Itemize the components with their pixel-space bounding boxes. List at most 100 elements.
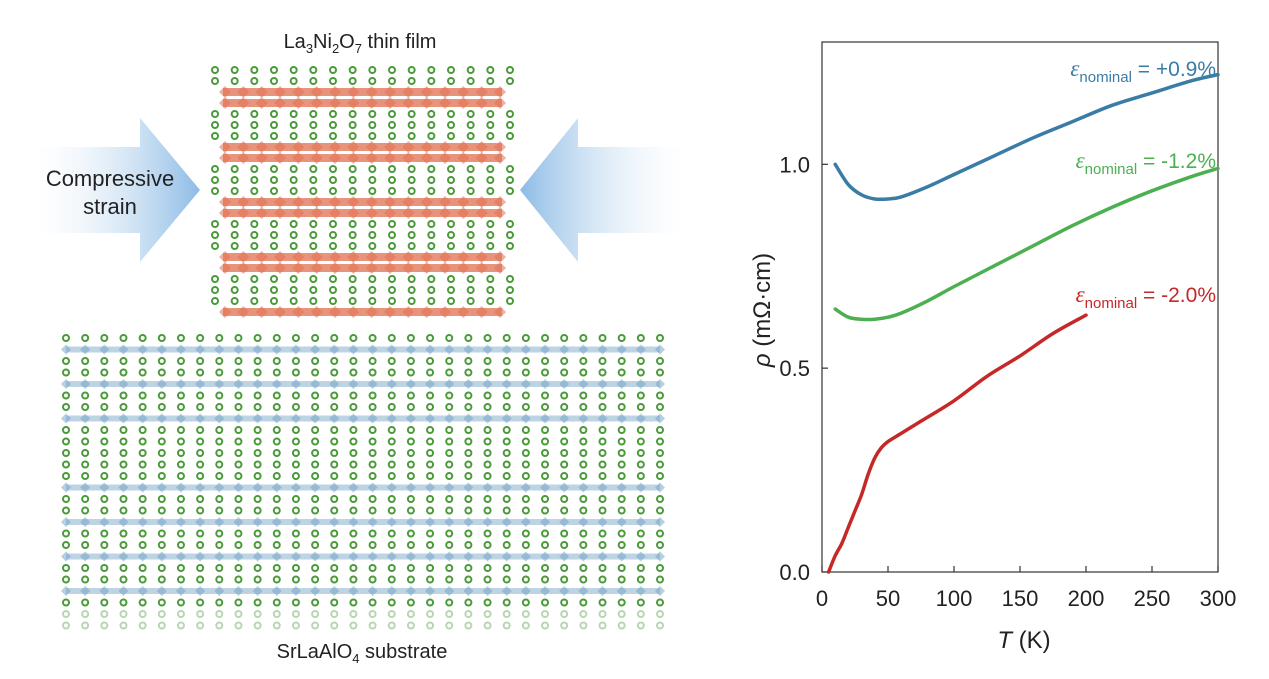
substrate-atom	[311, 598, 320, 607]
film-atom	[506, 275, 514, 283]
series-label: εnominal = +0.9%	[1070, 56, 1216, 86]
substrate-atom	[598, 621, 607, 630]
film-atom	[427, 286, 436, 294]
substrate-atom	[560, 368, 569, 377]
substrate-atom	[81, 495, 90, 503]
substrate-atom	[291, 564, 300, 572]
substrate-atom	[119, 598, 128, 607]
film-atom	[427, 231, 436, 239]
substrate-atom	[100, 357, 109, 365]
substrate-octahedron	[290, 413, 301, 424]
substrate-octahedron	[463, 379, 474, 389]
film-atom	[329, 121, 337, 129]
substrate-atom	[157, 575, 166, 584]
substrate-atom	[483, 541, 492, 549]
film-atom	[329, 275, 337, 283]
substrate-atom	[445, 391, 454, 400]
substrate-octahedron	[597, 517, 608, 527]
substrate-octahedron	[540, 413, 551, 424]
substrate-atom	[234, 437, 243, 446]
substrate-octahedron	[195, 586, 206, 596]
substrate-atom	[215, 391, 224, 400]
film-octahedron	[457, 86, 470, 98]
substrate-atom	[406, 529, 415, 538]
film-octahedron	[384, 251, 396, 263]
substrate-atom	[349, 472, 358, 480]
substrate-atom	[368, 368, 377, 377]
substrate-atom	[656, 460, 664, 469]
film-atom	[466, 231, 475, 239]
substrate-octahedron	[80, 379, 91, 389]
substrate-atom	[81, 529, 90, 538]
substrate-atom	[62, 449, 70, 457]
film-atom	[407, 297, 416, 305]
substrate-atom	[656, 564, 664, 572]
substrate-atom	[196, 621, 205, 630]
substrate-atom	[560, 460, 569, 469]
film-octahedron	[329, 86, 341, 98]
film-atom	[368, 187, 377, 195]
substrate-atom	[81, 621, 90, 630]
substrate-octahedron	[482, 517, 493, 527]
substrate-octahedron	[310, 586, 321, 596]
substrate-atom	[196, 541, 205, 549]
film-atom	[407, 220, 416, 228]
substrate-atom	[541, 368, 550, 377]
substrate-octahedron	[559, 344, 570, 355]
film-octahedron	[237, 152, 250, 164]
substrate-atom	[196, 610, 205, 618]
substrate-atom	[483, 575, 492, 584]
film-atom	[447, 66, 455, 74]
substrate-atom	[138, 357, 147, 365]
film-octahedron	[439, 251, 451, 263]
substrate-octahedron	[540, 551, 551, 562]
substrate-atom	[406, 495, 415, 503]
substrate-atom	[483, 495, 492, 503]
substrate-octahedra-band	[66, 484, 660, 491]
substrate-atom	[272, 449, 281, 457]
film-atom	[309, 220, 318, 228]
substrate-atom	[253, 437, 262, 446]
substrate-octahedron	[444, 413, 455, 424]
substrate-atom	[81, 575, 90, 584]
substrate-octahedron	[156, 379, 167, 389]
film-octahedron	[365, 262, 378, 274]
substrate-atom	[541, 506, 550, 515]
substrate-octahedron	[501, 551, 512, 562]
substrate-atom	[541, 541, 550, 549]
substrate-atom	[272, 621, 281, 630]
film-octahedron	[255, 141, 268, 153]
substrate-atom	[272, 334, 281, 342]
substrate-octahedron	[137, 586, 148, 596]
substrate-atom	[253, 564, 262, 572]
film-octahedron	[420, 196, 433, 208]
substrate-atom	[157, 403, 166, 411]
substrate-atom	[138, 449, 147, 457]
substrate-octahedron	[616, 517, 627, 527]
film-atom	[447, 165, 455, 173]
substrate-atom	[330, 437, 339, 446]
substrate-atom	[253, 426, 262, 434]
substrate-atom	[598, 529, 607, 538]
substrate-atom	[253, 529, 262, 538]
film-atom	[486, 231, 495, 239]
film-octahedron	[439, 196, 451, 208]
substrate-octahedron	[578, 482, 589, 493]
film-octahedron	[292, 196, 305, 208]
substrate-atom	[617, 506, 626, 515]
substrate-atom	[272, 391, 281, 400]
series-line	[833, 166, 1220, 322]
film-octahedron	[310, 306, 323, 318]
x-tick-label: 250	[1134, 586, 1171, 611]
substrate-atom	[464, 472, 473, 480]
film-atom	[486, 132, 495, 140]
substrate-atom	[215, 472, 224, 480]
film-atom	[250, 121, 259, 129]
substrate-octahedron	[195, 551, 206, 562]
substrate-octahedron	[118, 551, 129, 562]
substrate-atom	[196, 506, 205, 515]
substrate-atom	[330, 529, 339, 538]
substrate-atom	[234, 495, 243, 503]
substrate-atom	[196, 426, 205, 434]
